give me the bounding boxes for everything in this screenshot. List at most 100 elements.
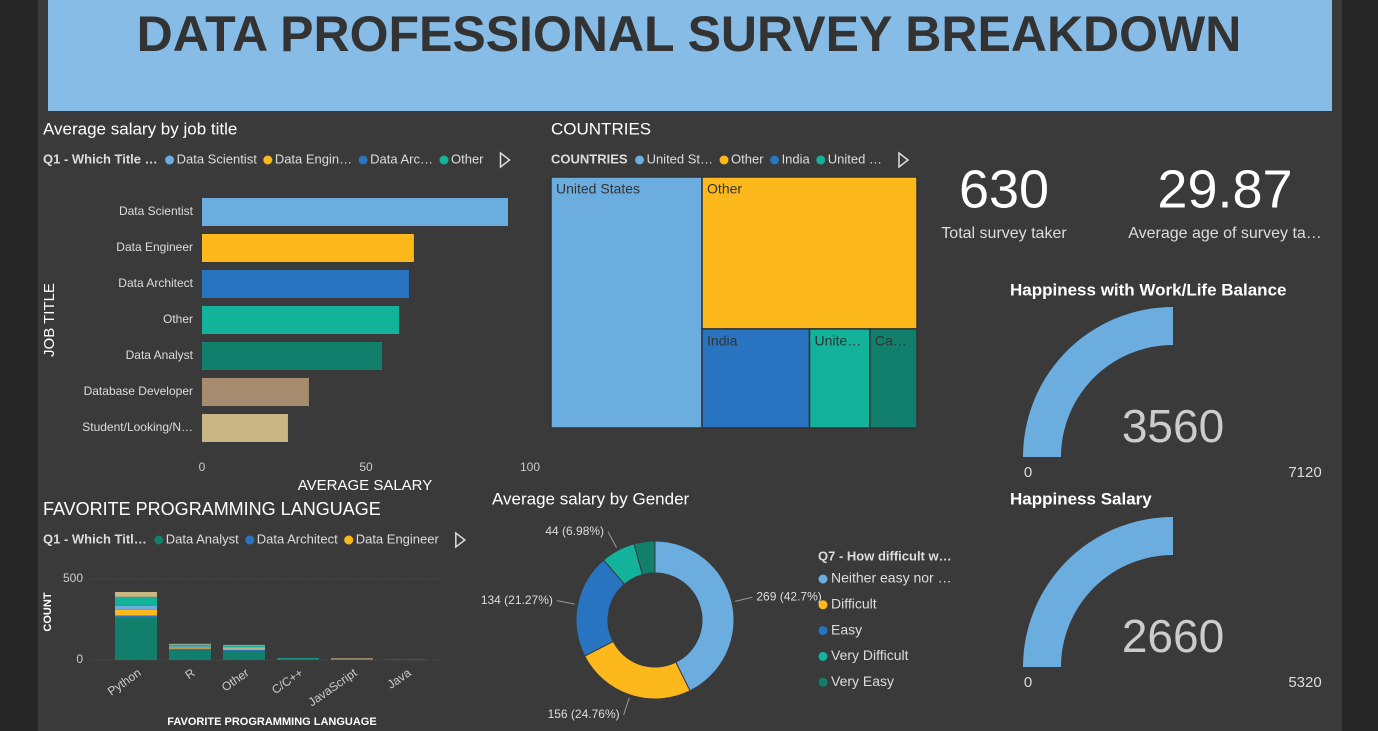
x-tick-label: 0 <box>199 460 206 474</box>
legend-swatch <box>818 574 828 584</box>
legend-swatch <box>818 677 828 687</box>
y-tick-label: Student/Looking/N… <box>82 420 193 434</box>
bar <box>202 198 509 226</box>
legend-swatch <box>358 155 368 165</box>
leader-line <box>734 596 753 602</box>
bar-segment <box>277 658 319 659</box>
legend-entry: United St… <box>647 151 713 166</box>
treemap-cell <box>550 176 703 429</box>
header-band <box>48 0 1332 111</box>
data-label: 156 (24.76%) <box>548 707 620 721</box>
legend-swatch <box>635 155 645 165</box>
gauge-min: 0 <box>1024 464 1032 481</box>
legend-swatch <box>770 155 780 165</box>
card-value: 630 <box>959 159 1049 219</box>
legend-swatch <box>719 155 729 165</box>
treemap-cell <box>701 328 811 429</box>
bar-segment <box>277 658 319 660</box>
legend-swatch <box>818 651 828 661</box>
legend-entry: Very Difficult <box>831 647 909 663</box>
cell-label: United States <box>556 181 640 197</box>
cell-label: Unite… <box>815 333 862 349</box>
donut-slice <box>633 540 656 576</box>
y-tick-label: 0 <box>76 652 83 666</box>
gauge-max: 5320 <box>1288 674 1321 691</box>
y-tick-label: 500 <box>63 571 83 585</box>
legend-swatch <box>245 535 255 545</box>
gauge-value: 2660 <box>1122 610 1224 662</box>
cell-label: India <box>707 333 738 349</box>
gauge-value: 3560 <box>1122 400 1224 452</box>
bar-segment <box>169 644 211 647</box>
cell-label: Ca… <box>875 333 907 349</box>
legend-arrow <box>455 531 467 549</box>
bar-segment <box>169 643 211 645</box>
chart-title: COUNTRIES <box>551 119 651 138</box>
bar-segment <box>223 648 265 650</box>
bar-segment <box>169 647 211 649</box>
right-frame <box>1342 0 1378 731</box>
left-frame <box>0 0 38 731</box>
legend-entry: India <box>782 151 811 166</box>
chart-title: Happiness with Work/Life Balance <box>1010 280 1286 299</box>
legend-entry: Data Engineer <box>356 531 440 546</box>
legend-swatch <box>439 155 449 165</box>
bar-segment <box>223 646 265 649</box>
y-tick-label: Data Scientist <box>119 204 194 218</box>
cell-label: Other <box>707 181 742 197</box>
legend-swatch <box>818 626 828 636</box>
y-tick-label: Database Developer <box>84 384 193 398</box>
legend-entry: United … <box>828 151 882 166</box>
bar <box>202 414 288 442</box>
x-tick-label: 50 <box>359 460 373 474</box>
legend-title: COUNTRIES <box>551 151 628 166</box>
gauge-max: 7120 <box>1288 464 1321 481</box>
x-axis-label: AVERAGE SALARY <box>298 477 433 494</box>
legend-swatch <box>818 600 828 610</box>
bar-segment <box>223 645 265 647</box>
legend-entry: Easy <box>831 621 862 637</box>
legend-title: Q1 - Which Titl… <box>43 531 147 546</box>
y-axis-label: COUNT <box>42 592 54 631</box>
bar-segment <box>169 648 211 651</box>
treemap-cell <box>808 328 871 429</box>
gauge-fill <box>1023 517 1173 667</box>
bar-segment <box>169 650 211 660</box>
legend-entry: Data Engin… <box>275 151 352 166</box>
bar <box>202 378 309 406</box>
donut-slice <box>654 540 735 692</box>
bar-segment <box>385 659 427 660</box>
legend-title: Q7 - How difficult w… <box>818 548 952 563</box>
bar-segment <box>331 659 373 660</box>
bar-segment <box>115 615 157 618</box>
legend-swatch <box>816 155 826 165</box>
y-tick-label: Data Analyst <box>126 348 194 362</box>
bar-segment <box>115 591 157 597</box>
header-title: DATA PROFESSIONAL SURVEY BREAKDOWN <box>137 6 1242 62</box>
treemap-cell <box>701 176 918 330</box>
legend-swatch <box>165 155 175 165</box>
legend-entry: Data Analyst <box>166 531 239 546</box>
bar <box>202 342 383 370</box>
bar-segment <box>115 596 157 606</box>
bar-segment <box>223 644 265 646</box>
leader-line <box>607 531 617 548</box>
bar-segment <box>115 609 157 616</box>
chart-title: Average salary by job title <box>43 119 237 138</box>
legend-entry: Data Architect <box>257 531 338 546</box>
legend-entry: Neither easy nor … <box>831 570 952 586</box>
leader-line <box>556 600 575 605</box>
y-tick-label: Other <box>163 312 193 326</box>
data-label: 44 (6.98%) <box>545 524 604 538</box>
bar-segment <box>115 605 157 610</box>
chart-title: Average salary by Gender <box>492 489 690 508</box>
data-label: 269 (42.7%) <box>756 589 821 603</box>
card-label: Total survey taker <box>941 225 1067 242</box>
gauge-fill <box>1023 307 1173 457</box>
card-label: Average age of survey ta… <box>1128 225 1322 242</box>
gauge-min: 0 <box>1024 674 1032 691</box>
leader-line <box>623 697 630 716</box>
y-tick-label: Data Architect <box>118 276 193 290</box>
bar-segment <box>115 617 157 660</box>
